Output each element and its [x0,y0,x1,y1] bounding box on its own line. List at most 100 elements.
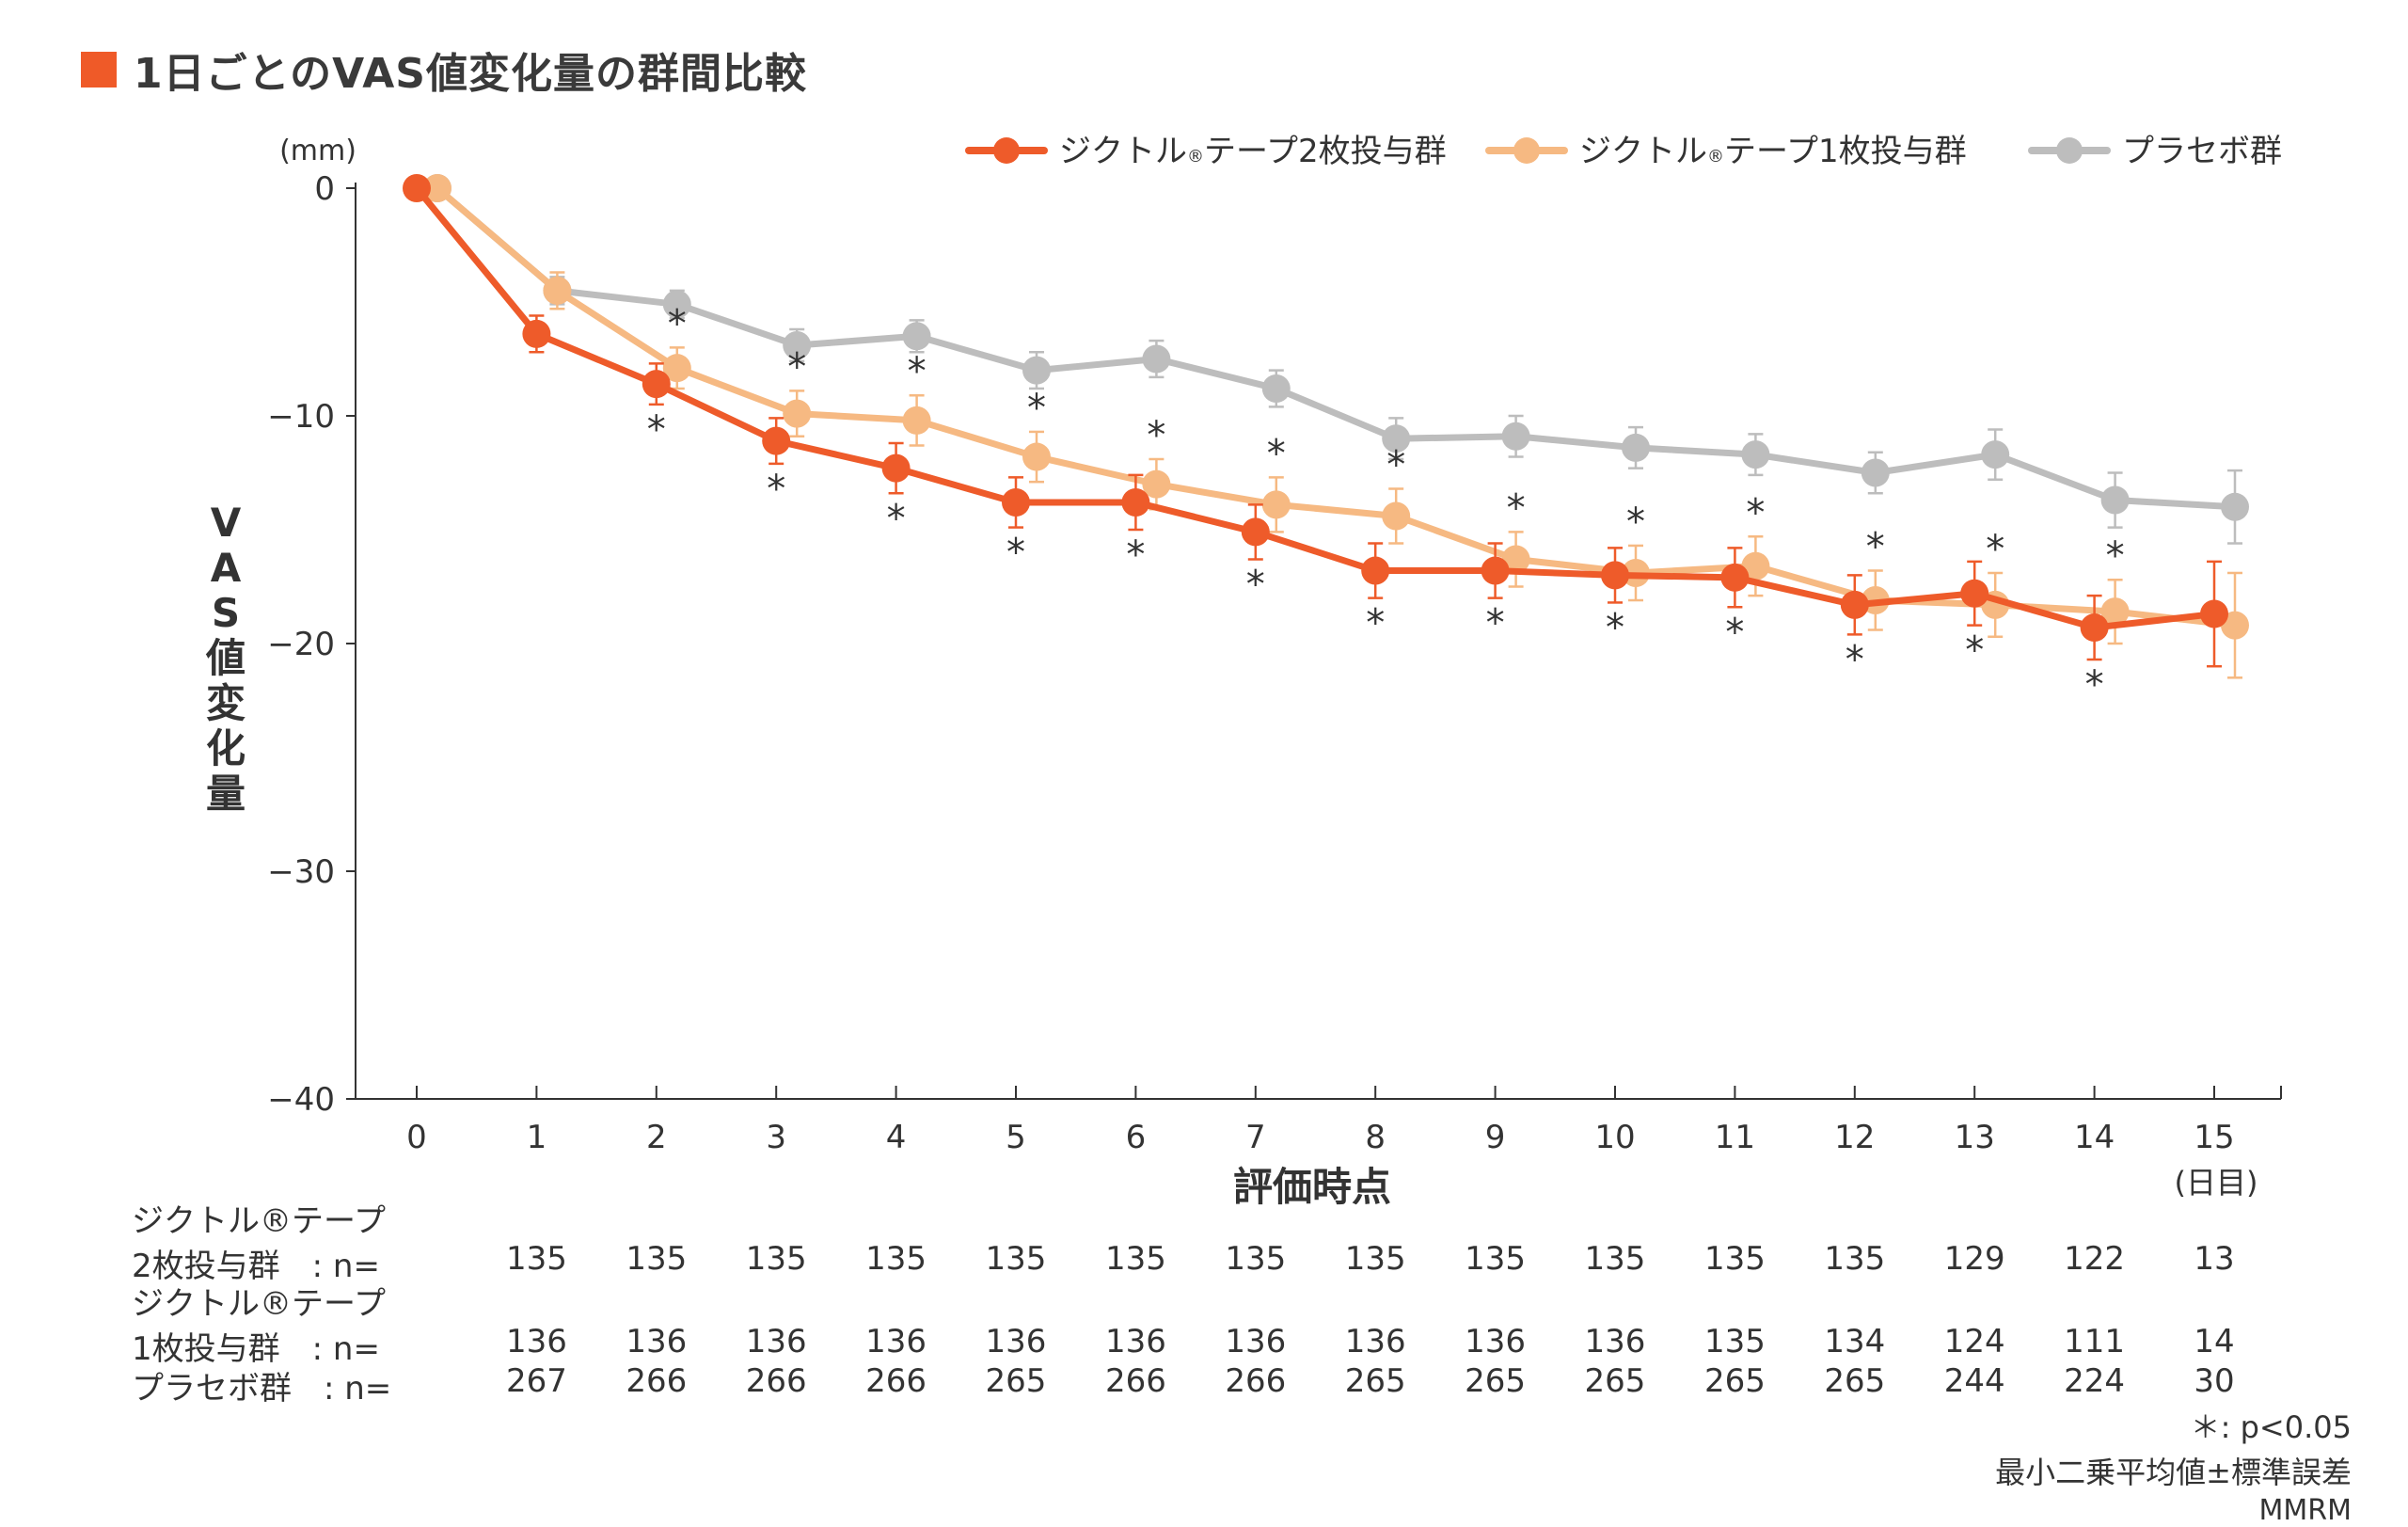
table-cell: 135 [985,1240,1047,1278]
significance-star: * [1246,563,1265,606]
data-point [1720,563,1750,592]
table-cell: 135 [1465,1240,1527,1278]
series-line [435,185,2236,629]
table-cell: 135 [626,1240,688,1278]
table-cell: 13 [2194,1240,2235,1278]
y-tick-label: −20 [267,626,335,663]
data-point [1241,517,1270,547]
table-cell: 265 [1465,1362,1527,1400]
data-point [1741,440,1770,469]
y-axis-title-char: S [212,590,240,636]
data-point [783,330,812,359]
data-point [783,399,812,428]
series-3 [423,174,2249,545]
table-cell: 135 [865,1240,927,1278]
table-cell: 135 [1703,1323,1766,1360]
y-axis-title-char: A [211,545,242,591]
significance-star: * [2106,534,2125,578]
significance-star: * [1965,629,1984,673]
significance-star: * [1126,533,1145,577]
data-point [881,453,911,483]
x-tick-label: 11 [1715,1119,1755,1156]
significance-note: ＊: p<0.05 [2190,1409,2352,1445]
data-point [1601,561,1629,590]
x-tick-label: 10 [1594,1119,1635,1156]
significance-star: * [1386,443,1405,486]
data-point [2221,611,2249,640]
significance-star: * [787,345,806,389]
table-cell: 30 [2194,1362,2235,1400]
significance-star: * [1366,602,1385,645]
significance-star: * [1846,638,1864,681]
table-cell: 135 [1824,1240,1886,1278]
table-row-label-line2: 1枚投与群 : n= [132,1330,380,1368]
legend-label: プラセボ群 [2122,133,2282,170]
y-tick-label: −40 [267,1081,335,1119]
data-point [1960,579,1989,608]
legend-item-2: ジクトル®テープ1枚投与群 [1485,133,1967,170]
significance-star: * [1746,491,1765,534]
x-tick-label: 0 [406,1119,427,1156]
legend-item-1: ジクトル®テープ2枚投与群 [965,133,1447,170]
table-cell: 266 [865,1362,927,1400]
table-cell: 136 [505,1323,567,1360]
x-tick-label: 8 [1365,1119,1386,1156]
data-point [1002,487,1030,517]
x-tick-label: 12 [1834,1119,1875,1156]
y-axis-title-char: 量 [206,771,246,817]
table-cell: 265 [1703,1362,1766,1400]
table-cell: 265 [985,1362,1047,1400]
table-cell: 136 [865,1323,927,1360]
table-cell: 136 [985,1323,1047,1360]
table-cell: 134 [1824,1323,1886,1360]
data-point [543,276,572,305]
data-point [423,174,452,202]
legend-label: ジクトル®テープ2枚投与群 [1059,133,1447,170]
significance-star: * [1507,486,1526,530]
significance-star: * [767,468,785,511]
data-point [1261,374,1291,403]
series-line [435,185,2236,511]
significance-star: * [668,302,687,345]
table-cell: 136 [745,1323,807,1360]
data-point [662,354,691,383]
y-axis-title: VAS値変化量 [205,500,246,817]
statistic-note: 最小二乗平均値±標準誤差 [1995,1455,2352,1490]
x-tick-label: 4 [886,1119,907,1156]
series-2: * * * * * * * * * * * * * [423,174,2249,679]
legend-swatch-marker [2056,137,2083,164]
significance-star: * [1006,532,1025,575]
chart-title: 1日ごとのVAS値変化量の群間比較 [81,41,807,98]
data-point [522,319,551,348]
table-cell: 129 [1943,1240,2005,1278]
y-tick-label: 0 [314,170,335,208]
x-tick-label: 6 [1126,1119,1147,1156]
data-point [1481,556,1510,585]
table-cell: 266 [626,1362,688,1400]
significance-star: * [908,350,927,393]
data-point [1741,551,1770,581]
table-cell: 122 [2064,1240,2126,1278]
significance-star: * [647,408,666,452]
y-unit-label: (mm) [279,135,356,167]
data-point [902,322,931,351]
series-line [414,185,2215,631]
legend-swatch-marker [993,137,1020,164]
table-cell: 135 [745,1240,807,1278]
data-point [902,406,931,435]
legend-item-3: プラセボ群 [2028,133,2282,170]
significance-star: * [1866,526,1885,569]
table-cell: 135 [1344,1240,1406,1278]
data-point [1622,433,1650,462]
data-point [1142,344,1171,374]
data-point [642,370,671,399]
table-cell: 136 [1584,1323,1646,1360]
x-unit-label: (日目) [2175,1165,2258,1201]
data-point [1261,490,1291,519]
table-cell: 135 [1584,1240,1646,1278]
data-point [1121,487,1150,517]
model-note: MMRM [2258,1494,2353,1527]
x-tick-label: 5 [1006,1119,1026,1156]
legend-swatch-marker [1513,137,1540,164]
